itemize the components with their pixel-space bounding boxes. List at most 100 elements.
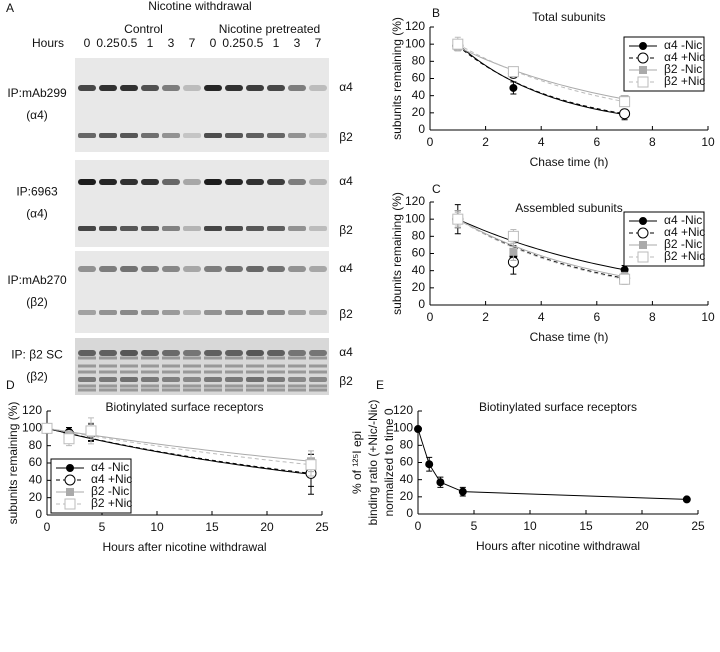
lane-label: 1 <box>273 36 280 50</box>
point <box>509 247 518 256</box>
band <box>267 226 285 231</box>
x-tick-label: 20 <box>635 519 649 533</box>
band-label: β2 <box>339 130 353 144</box>
fit-curve <box>457 218 625 271</box>
panel-label: E <box>376 378 384 392</box>
band <box>183 350 201 356</box>
band <box>225 364 243 368</box>
band <box>141 388 159 392</box>
band <box>78 377 96 382</box>
panel-title: Nicotine withdrawal <box>148 0 251 13</box>
band <box>183 364 201 368</box>
chart: E Biotinylated surface receptors 0 5 10 15 20 2… <box>350 378 705 553</box>
x-tick-label: 4 <box>538 135 545 149</box>
legend-label: α4 -Nic <box>91 460 129 474</box>
band <box>225 377 243 382</box>
y-tick-label: 0 <box>418 122 425 136</box>
x-axis-label: Chase time (h) <box>530 155 609 169</box>
band <box>120 310 138 315</box>
y-tick-label: 100 <box>393 420 413 434</box>
band <box>246 377 264 382</box>
legend-marker <box>66 464 74 472</box>
legend-label: β2 -Nic <box>91 484 129 498</box>
point <box>305 459 317 471</box>
band <box>225 85 243 91</box>
y-tick-label: 80 <box>29 438 43 452</box>
band <box>288 179 306 185</box>
y-tick-label: 0 <box>35 507 42 521</box>
band <box>78 226 96 231</box>
y-tick-label: 40 <box>412 263 426 277</box>
band <box>120 350 138 356</box>
x-tick-label: 15 <box>205 520 219 534</box>
point <box>41 422 53 434</box>
band <box>309 310 327 315</box>
y-axis-label: % of ¹²⁵I epi <box>350 431 364 494</box>
x-tick-label: 0 <box>44 520 51 534</box>
y-axis-label: normalized to time 0 <box>382 408 396 516</box>
point <box>414 425 422 434</box>
legend-label: β2 -Nic <box>664 237 702 251</box>
band <box>99 350 117 356</box>
ip-target: (β2) <box>26 295 48 309</box>
x-tick-label: 2 <box>482 135 489 149</box>
x-tick-label: 0 <box>427 310 434 324</box>
band-label: β2 <box>339 223 353 237</box>
band <box>246 179 264 185</box>
band <box>120 364 138 368</box>
panel-label: D <box>6 378 15 392</box>
band <box>267 384 285 388</box>
y-tick-label: 0 <box>406 506 413 520</box>
band <box>183 384 201 388</box>
band <box>99 377 117 382</box>
legend-label: α4 -Nic <box>664 38 702 52</box>
y-tick-label: 120 <box>405 19 425 33</box>
band <box>225 350 243 356</box>
legend-label: β2 +Nic <box>664 249 705 263</box>
x-tick-label: 0 <box>415 519 422 533</box>
legend-marker <box>639 217 647 225</box>
lane-label: 3 <box>168 36 175 50</box>
y-tick-label: 80 <box>412 54 426 68</box>
band <box>183 356 201 360</box>
point <box>458 487 467 496</box>
band <box>288 266 306 272</box>
lane-label: 0.5 <box>247 36 264 50</box>
lane-label: 0 <box>210 36 217 50</box>
panel-label: C <box>432 182 441 196</box>
band <box>246 85 264 91</box>
band <box>225 266 243 272</box>
band <box>141 356 159 360</box>
band <box>141 384 159 388</box>
band <box>120 356 138 360</box>
legend-marker <box>639 66 647 74</box>
x-tick-label: 10 <box>701 135 715 149</box>
y-tick-label: 80 <box>400 438 414 452</box>
band-label: β2 <box>339 307 353 321</box>
fit-curve <box>457 218 625 278</box>
x-tick-label: 8 <box>649 310 656 324</box>
y-tick-label: 60 <box>400 455 414 469</box>
x-axis-label: Hours after nicotine withdrawal <box>476 539 640 553</box>
band <box>225 388 243 392</box>
x-tick-label: 10 <box>150 520 164 534</box>
legend-marker <box>64 474 76 486</box>
lane-label: 1 <box>147 36 154 50</box>
panel-label: B <box>432 6 440 20</box>
band <box>225 226 243 231</box>
band <box>267 356 285 360</box>
band <box>267 179 285 185</box>
band <box>225 356 243 360</box>
chart-title: Assembled subunits <box>515 201 622 215</box>
band <box>141 226 159 231</box>
legend-marker <box>637 76 649 88</box>
band <box>183 310 201 315</box>
band <box>162 384 180 388</box>
x-tick-label: 20 <box>260 520 274 534</box>
band <box>288 133 306 138</box>
point <box>452 213 464 225</box>
lane-label: 0 <box>84 36 91 50</box>
band <box>183 85 201 91</box>
legend-marker <box>637 52 649 64</box>
band <box>141 85 159 91</box>
